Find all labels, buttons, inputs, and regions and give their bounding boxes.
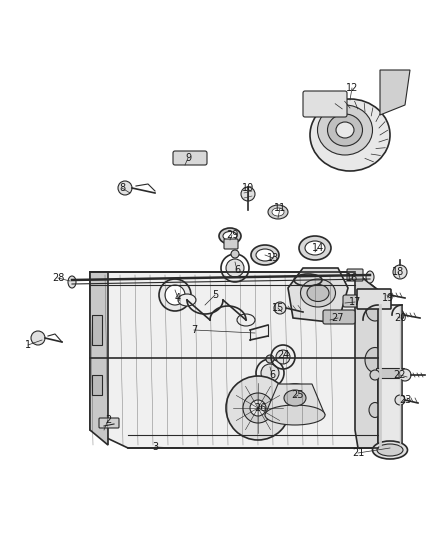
Circle shape xyxy=(226,376,290,440)
FancyBboxPatch shape xyxy=(303,91,347,117)
FancyBboxPatch shape xyxy=(357,289,391,309)
Text: 25: 25 xyxy=(292,390,304,400)
Circle shape xyxy=(31,331,45,345)
FancyBboxPatch shape xyxy=(378,305,402,445)
Text: 15: 15 xyxy=(272,303,284,313)
Circle shape xyxy=(266,355,274,363)
Circle shape xyxy=(380,290,390,300)
Circle shape xyxy=(393,265,407,279)
Ellipse shape xyxy=(300,279,336,307)
Text: 24: 24 xyxy=(277,350,289,360)
Circle shape xyxy=(370,370,380,380)
Ellipse shape xyxy=(265,405,325,425)
FancyBboxPatch shape xyxy=(92,375,102,395)
Ellipse shape xyxy=(307,285,329,302)
Text: 17: 17 xyxy=(349,297,361,307)
Ellipse shape xyxy=(318,105,372,155)
Circle shape xyxy=(226,259,244,277)
Text: 3: 3 xyxy=(152,442,158,452)
FancyBboxPatch shape xyxy=(224,239,238,249)
Ellipse shape xyxy=(365,348,385,373)
Circle shape xyxy=(159,279,191,311)
Ellipse shape xyxy=(178,294,196,306)
Text: 29: 29 xyxy=(226,230,238,240)
Text: 4: 4 xyxy=(175,293,181,303)
Text: 28: 28 xyxy=(52,273,64,283)
Polygon shape xyxy=(355,272,378,448)
Text: 2: 2 xyxy=(105,415,111,425)
Text: 6: 6 xyxy=(234,265,240,275)
Text: 26: 26 xyxy=(254,403,266,413)
Ellipse shape xyxy=(372,441,407,459)
Ellipse shape xyxy=(377,444,403,456)
Circle shape xyxy=(274,302,286,314)
FancyBboxPatch shape xyxy=(99,418,119,428)
Text: 8: 8 xyxy=(119,183,125,193)
Polygon shape xyxy=(380,70,410,115)
Ellipse shape xyxy=(251,245,279,265)
FancyBboxPatch shape xyxy=(347,269,363,281)
Ellipse shape xyxy=(219,228,241,244)
Ellipse shape xyxy=(328,114,363,146)
Circle shape xyxy=(399,369,411,381)
FancyBboxPatch shape xyxy=(343,295,369,307)
Ellipse shape xyxy=(305,241,325,255)
Circle shape xyxy=(392,309,404,321)
Circle shape xyxy=(165,285,185,305)
Ellipse shape xyxy=(366,299,384,321)
Text: 7: 7 xyxy=(191,325,197,335)
FancyBboxPatch shape xyxy=(92,315,102,345)
Polygon shape xyxy=(265,384,325,415)
Ellipse shape xyxy=(68,276,76,288)
Ellipse shape xyxy=(278,384,312,412)
Text: 19: 19 xyxy=(382,293,394,303)
Text: 5: 5 xyxy=(212,290,218,300)
Ellipse shape xyxy=(284,390,306,406)
Text: 14: 14 xyxy=(312,243,324,253)
FancyBboxPatch shape xyxy=(173,151,207,165)
Circle shape xyxy=(250,400,266,416)
Text: 23: 23 xyxy=(399,395,411,405)
FancyBboxPatch shape xyxy=(323,310,355,324)
Text: 18: 18 xyxy=(392,267,404,277)
Ellipse shape xyxy=(299,236,331,260)
Ellipse shape xyxy=(237,314,255,326)
Ellipse shape xyxy=(272,208,284,216)
Polygon shape xyxy=(90,272,378,448)
Circle shape xyxy=(276,350,290,364)
Text: 12: 12 xyxy=(346,83,358,93)
Polygon shape xyxy=(288,268,348,323)
Text: 6: 6 xyxy=(269,370,275,380)
Text: 21: 21 xyxy=(352,448,364,458)
Text: 1: 1 xyxy=(25,340,31,350)
Ellipse shape xyxy=(369,402,381,417)
Circle shape xyxy=(241,187,255,201)
Circle shape xyxy=(243,393,273,423)
Text: 20: 20 xyxy=(394,313,406,323)
Ellipse shape xyxy=(310,99,390,171)
Ellipse shape xyxy=(366,271,374,283)
Ellipse shape xyxy=(256,249,274,261)
Text: 9: 9 xyxy=(185,153,191,163)
Circle shape xyxy=(118,181,132,195)
Ellipse shape xyxy=(336,122,354,138)
Text: 22: 22 xyxy=(394,370,406,380)
Polygon shape xyxy=(90,272,108,445)
Circle shape xyxy=(231,250,239,258)
Text: 10: 10 xyxy=(242,183,254,193)
Ellipse shape xyxy=(223,231,237,240)
Text: 16: 16 xyxy=(346,273,358,283)
Text: 13: 13 xyxy=(267,253,279,263)
Text: 27: 27 xyxy=(332,313,344,323)
Circle shape xyxy=(261,364,279,382)
Circle shape xyxy=(395,395,405,405)
Text: 11: 11 xyxy=(274,203,286,213)
FancyBboxPatch shape xyxy=(376,368,404,378)
Ellipse shape xyxy=(268,205,288,219)
